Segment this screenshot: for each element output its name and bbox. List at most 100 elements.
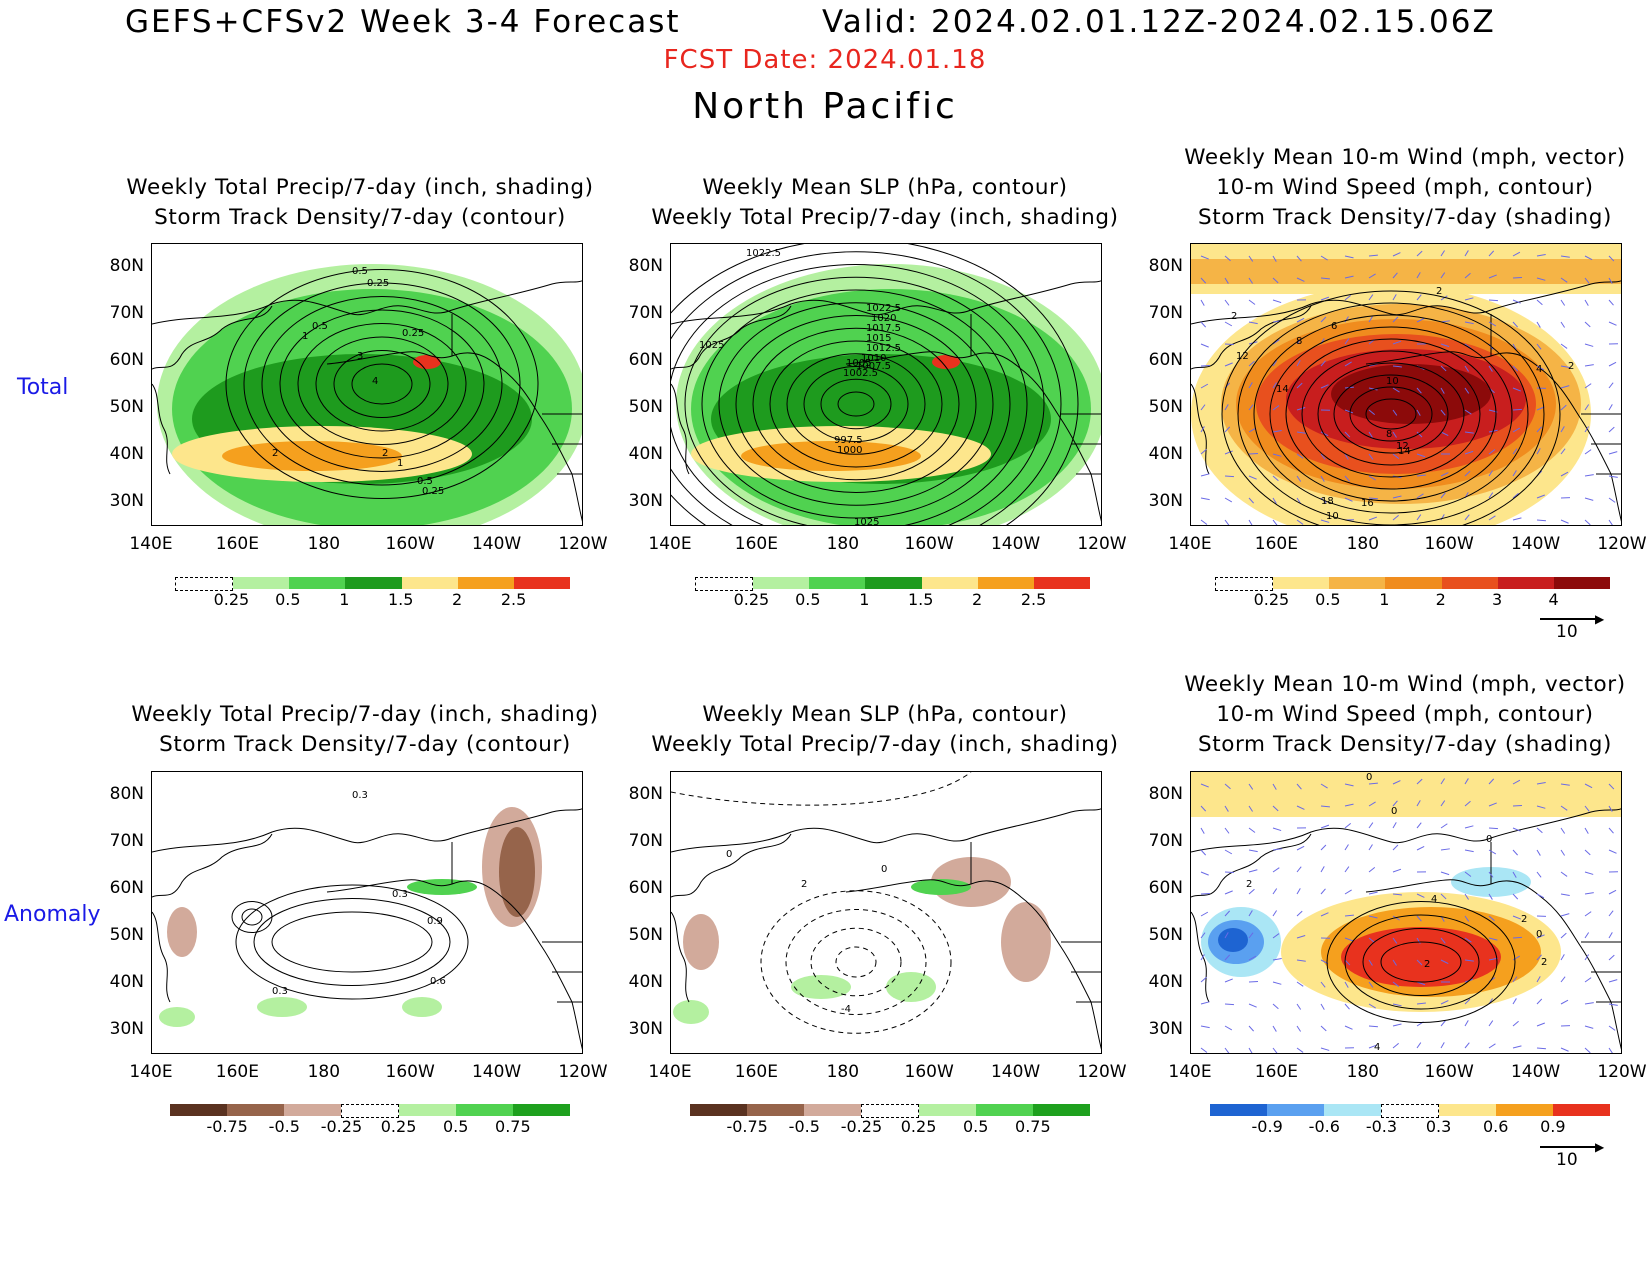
main-title: GEFS+CFSv2 Week 3-4 Forecast: [125, 4, 681, 40]
lon-label: 120W: [1597, 534, 1647, 554]
wind-vector: [1392, 937, 1398, 944]
contour-label: 0.3: [392, 889, 408, 900]
colorbar-tick: 0.9: [1540, 1117, 1566, 1136]
wind-vector: [1584, 932, 1590, 939]
wind-vector: [1584, 849, 1591, 856]
wind-vector: [1608, 361, 1617, 367]
contour-label: 1007.5: [856, 361, 891, 372]
colorbar-tick: 0.75: [495, 1117, 531, 1136]
contour-label: 8: [1296, 336, 1302, 347]
wind-vector: [1488, 827, 1498, 830]
colorbar-tick: 0.5: [442, 1117, 469, 1136]
contour-label: 0.3: [352, 790, 368, 801]
lat-label: 80N: [1148, 255, 1183, 276]
lat-label: 70N: [628, 302, 663, 323]
wind-vector: [1512, 976, 1518, 983]
wind-vector: [1344, 914, 1354, 917]
wind-vector: [1248, 427, 1257, 433]
wind-vector: [1464, 998, 1471, 1005]
wind-vector: [1536, 277, 1546, 281]
wind-vector: [1200, 892, 1210, 895]
contour-label: 2: [1231, 311, 1237, 322]
contour-label: 0.25: [367, 278, 389, 289]
colorbar-tick: 3: [1492, 590, 1503, 609]
forecast-date: FCST Date: 2024.01.18: [663, 45, 987, 75]
colorbar-tick: -0.5: [268, 1117, 300, 1136]
colorbar-tick: 2: [452, 590, 463, 609]
colorbar-strip: [1210, 1104, 1611, 1118]
contour-label: 1002.5: [843, 368, 878, 379]
wind-vector: [1296, 981, 1304, 987]
wind-vector: [1368, 475, 1376, 481]
wind-vector: [1248, 869, 1258, 873]
lat-label: 80N: [109, 255, 144, 276]
wind-vector: [1536, 448, 1541, 455]
wind-vector: [1608, 519, 1613, 525]
wind-vector: [1200, 383, 1209, 389]
wind-vector: [1416, 387, 1422, 394]
wind-vector: [1200, 871, 1209, 876]
colorbar-tick: 0.25: [733, 590, 770, 609]
wind-vector: [1512, 827, 1521, 832]
wind-vector: [1296, 1047, 1304, 1053]
wind-vector: [1272, 805, 1279, 812]
wind-vector: [1272, 405, 1280, 411]
wind-vector: [1392, 365, 1402, 368]
contour-label: 1025: [699, 340, 724, 351]
map-anomaly-slp: 0 2 0 -4: [670, 771, 1102, 1054]
lat-label: 60N: [628, 877, 663, 898]
lon-label: 140W: [471, 534, 522, 554]
contour-label: 2: [382, 448, 388, 459]
wind-vector: [1344, 453, 1349, 460]
colorbar-tick: -0.25: [840, 1117, 883, 1136]
wind-vector: [1248, 497, 1254, 504]
wind-vector: [1488, 957, 1498, 961]
lat-label: 50N: [628, 397, 663, 418]
wind-vector: [1584, 299, 1589, 306]
wind-vector: [1464, 778, 1469, 785]
wind-vector: [1320, 431, 1329, 437]
wind-vector: [1224, 519, 1230, 525]
lon-label: 120W: [558, 1062, 608, 1082]
wind-vector: [1368, 387, 1378, 391]
wind-vector: [1584, 911, 1592, 917]
lat-label: 30N: [1148, 491, 1183, 512]
contour-label: 4: [1536, 364, 1542, 375]
wind-vector: [1488, 802, 1497, 807]
wind-vector: [1200, 255, 1209, 260]
wind-vector: [1512, 470, 1517, 477]
wind-vector: [1224, 277, 1229, 284]
wind-vector: [1320, 912, 1329, 917]
wind-vector: [1392, 1042, 1399, 1049]
wind-vector: [1536, 365, 1545, 371]
wind-vector: [1320, 866, 1325, 873]
wind-vector: [1536, 426, 1542, 433]
lat-label: 30N: [1148, 1019, 1183, 1040]
lon-label: 180: [307, 534, 341, 554]
wind-vector: [1272, 277, 1279, 284]
wind-vector: [1560, 321, 1566, 328]
wind-vector: [1584, 383, 1592, 389]
wind-vector: [1416, 431, 1423, 438]
wind-vector: [1248, 1003, 1257, 1008]
wind-vector: [1584, 805, 1590, 812]
wind-vector: [1584, 255, 1593, 261]
wind-vector: [1296, 317, 1305, 323]
lon-label: 140E: [648, 1062, 692, 1082]
wind-vector: [1536, 849, 1541, 856]
wind-vector: [1464, 800, 1471, 807]
wind-vector: [1608, 889, 1617, 895]
wind-vector: [1344, 981, 1349, 988]
wind-vector: [1248, 783, 1254, 790]
wind-vector: [1488, 250, 1495, 257]
lat-label: 80N: [1148, 783, 1183, 804]
wind-vector: [1512, 1045, 1522, 1049]
wind-vector: [1464, 915, 1470, 922]
lon-label: 140W: [990, 534, 1041, 554]
panel-title-total-precip: Weekly Total Precip/7-day (inch, shading…: [126, 175, 594, 230]
wind-vector: [1608, 404, 1613, 411]
wind-vector: [1416, 800, 1421, 807]
wind-vector: [1392, 387, 1400, 393]
wind-vector: [1416, 893, 1425, 898]
wind-vector: [1488, 274, 1497, 279]
